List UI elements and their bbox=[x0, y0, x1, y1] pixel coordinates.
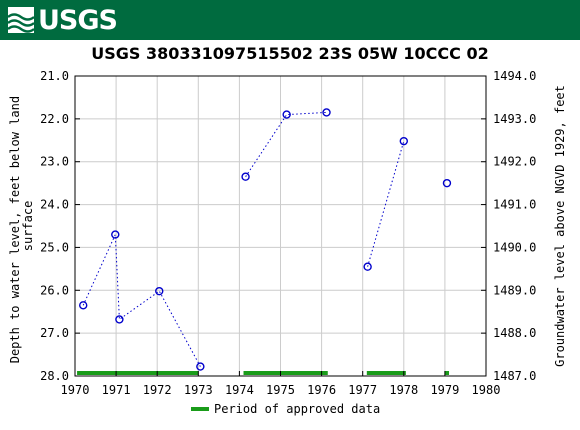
grid bbox=[74, 75, 487, 377]
y-tick-label: 22.0 bbox=[40, 112, 69, 126]
series-line bbox=[82, 234, 201, 367]
data-point bbox=[363, 262, 372, 271]
usgs-logo[interactable]: USGS bbox=[8, 3, 118, 37]
y2-tick-label: 1490.0 bbox=[493, 240, 536, 254]
approved-period-bar bbox=[243, 371, 328, 375]
y-tick-label: 28.0 bbox=[40, 369, 69, 383]
approved-period-bar bbox=[77, 371, 199, 375]
x-tick-label: 1973 bbox=[184, 383, 213, 397]
usgs-banner: USGS bbox=[0, 0, 580, 40]
x-tick-label: 1976 bbox=[307, 383, 336, 397]
x-tick-label: 1975 bbox=[266, 383, 295, 397]
y-tick-label: 21.0 bbox=[40, 69, 69, 83]
x-tick-label: 1979 bbox=[430, 383, 459, 397]
data-point bbox=[79, 301, 88, 310]
y-axis-ticks: 21.0 22.0 23.0 24.0 25.0 26.0 27.0 28.0 bbox=[40, 69, 80, 383]
data-series bbox=[79, 108, 452, 371]
y2-axis-ticks: 1494.0 1493.0 1492.0 1491.0 1490.0 1489.0 1488… bbox=[481, 69, 536, 383]
legend-swatch bbox=[191, 407, 209, 411]
chart-title: USGS 380331097515502 23S 05W 10CCC 02 bbox=[91, 44, 488, 63]
data-point bbox=[196, 362, 205, 371]
y2-tick-label: 1493.0 bbox=[493, 112, 536, 126]
y-tick-label: 26.0 bbox=[40, 283, 69, 297]
data-point bbox=[241, 172, 250, 181]
y2-axis-label: Groundwater level above NGVD 1929, feet bbox=[553, 85, 567, 367]
series-line bbox=[245, 111, 327, 177]
y2-tick-label: 1488.0 bbox=[493, 326, 536, 340]
data-point bbox=[155, 286, 164, 296]
approved-period-bar bbox=[366, 371, 406, 375]
y2-tick-label: 1492.0 bbox=[493, 155, 536, 169]
usgs-wave-icon bbox=[8, 7, 34, 33]
data-point bbox=[322, 108, 331, 117]
approved-periods bbox=[77, 371, 450, 375]
y2-tick-label: 1494.0 bbox=[493, 69, 536, 83]
approved-period-bar bbox=[444, 371, 450, 375]
logo-text: USGS bbox=[38, 4, 118, 36]
data-point bbox=[399, 136, 408, 146]
legend-label: Period of approved data bbox=[214, 402, 380, 416]
data-point bbox=[442, 178, 452, 188]
data-point bbox=[111, 230, 120, 239]
y-axis-label-line-2: surface bbox=[21, 201, 35, 252]
x-tick-label: 1972 bbox=[143, 383, 172, 397]
y-tick-label: 24.0 bbox=[40, 198, 69, 212]
y-axis-label: Depth to water level, feet below land su… bbox=[8, 89, 35, 364]
y2-tick-label: 1487.0 bbox=[493, 369, 536, 383]
y-tick-label: 25.0 bbox=[40, 240, 69, 254]
y-tick-label: 23.0 bbox=[40, 155, 69, 169]
data-point bbox=[282, 110, 291, 119]
data-point bbox=[115, 315, 124, 324]
series-line bbox=[367, 140, 405, 267]
y2-tick-label: 1491.0 bbox=[493, 198, 536, 212]
x-tick-label: 1971 bbox=[102, 383, 131, 397]
groundwater-chart: USGS 380331097515502 23S 05W 10CCC 02 19… bbox=[8, 44, 567, 416]
legend: Period of approved data bbox=[191, 402, 380, 416]
y-axis-label-line-1: Depth to water level, feet below land bbox=[8, 96, 22, 363]
x-tick-label: 1977 bbox=[348, 383, 377, 397]
x-tick-label: 1978 bbox=[389, 383, 418, 397]
y2-tick-label: 1489.0 bbox=[493, 283, 536, 297]
x-tick-label: 1980 bbox=[472, 383, 501, 397]
x-axis-ticks: 1970 1971 1972 1973 1974 1975 1976 1977 1978 1979… bbox=[61, 371, 501, 397]
x-tick-label: 1974 bbox=[225, 383, 254, 397]
x-tick-label: 1970 bbox=[61, 383, 90, 397]
y-tick-label: 27.0 bbox=[40, 326, 69, 340]
